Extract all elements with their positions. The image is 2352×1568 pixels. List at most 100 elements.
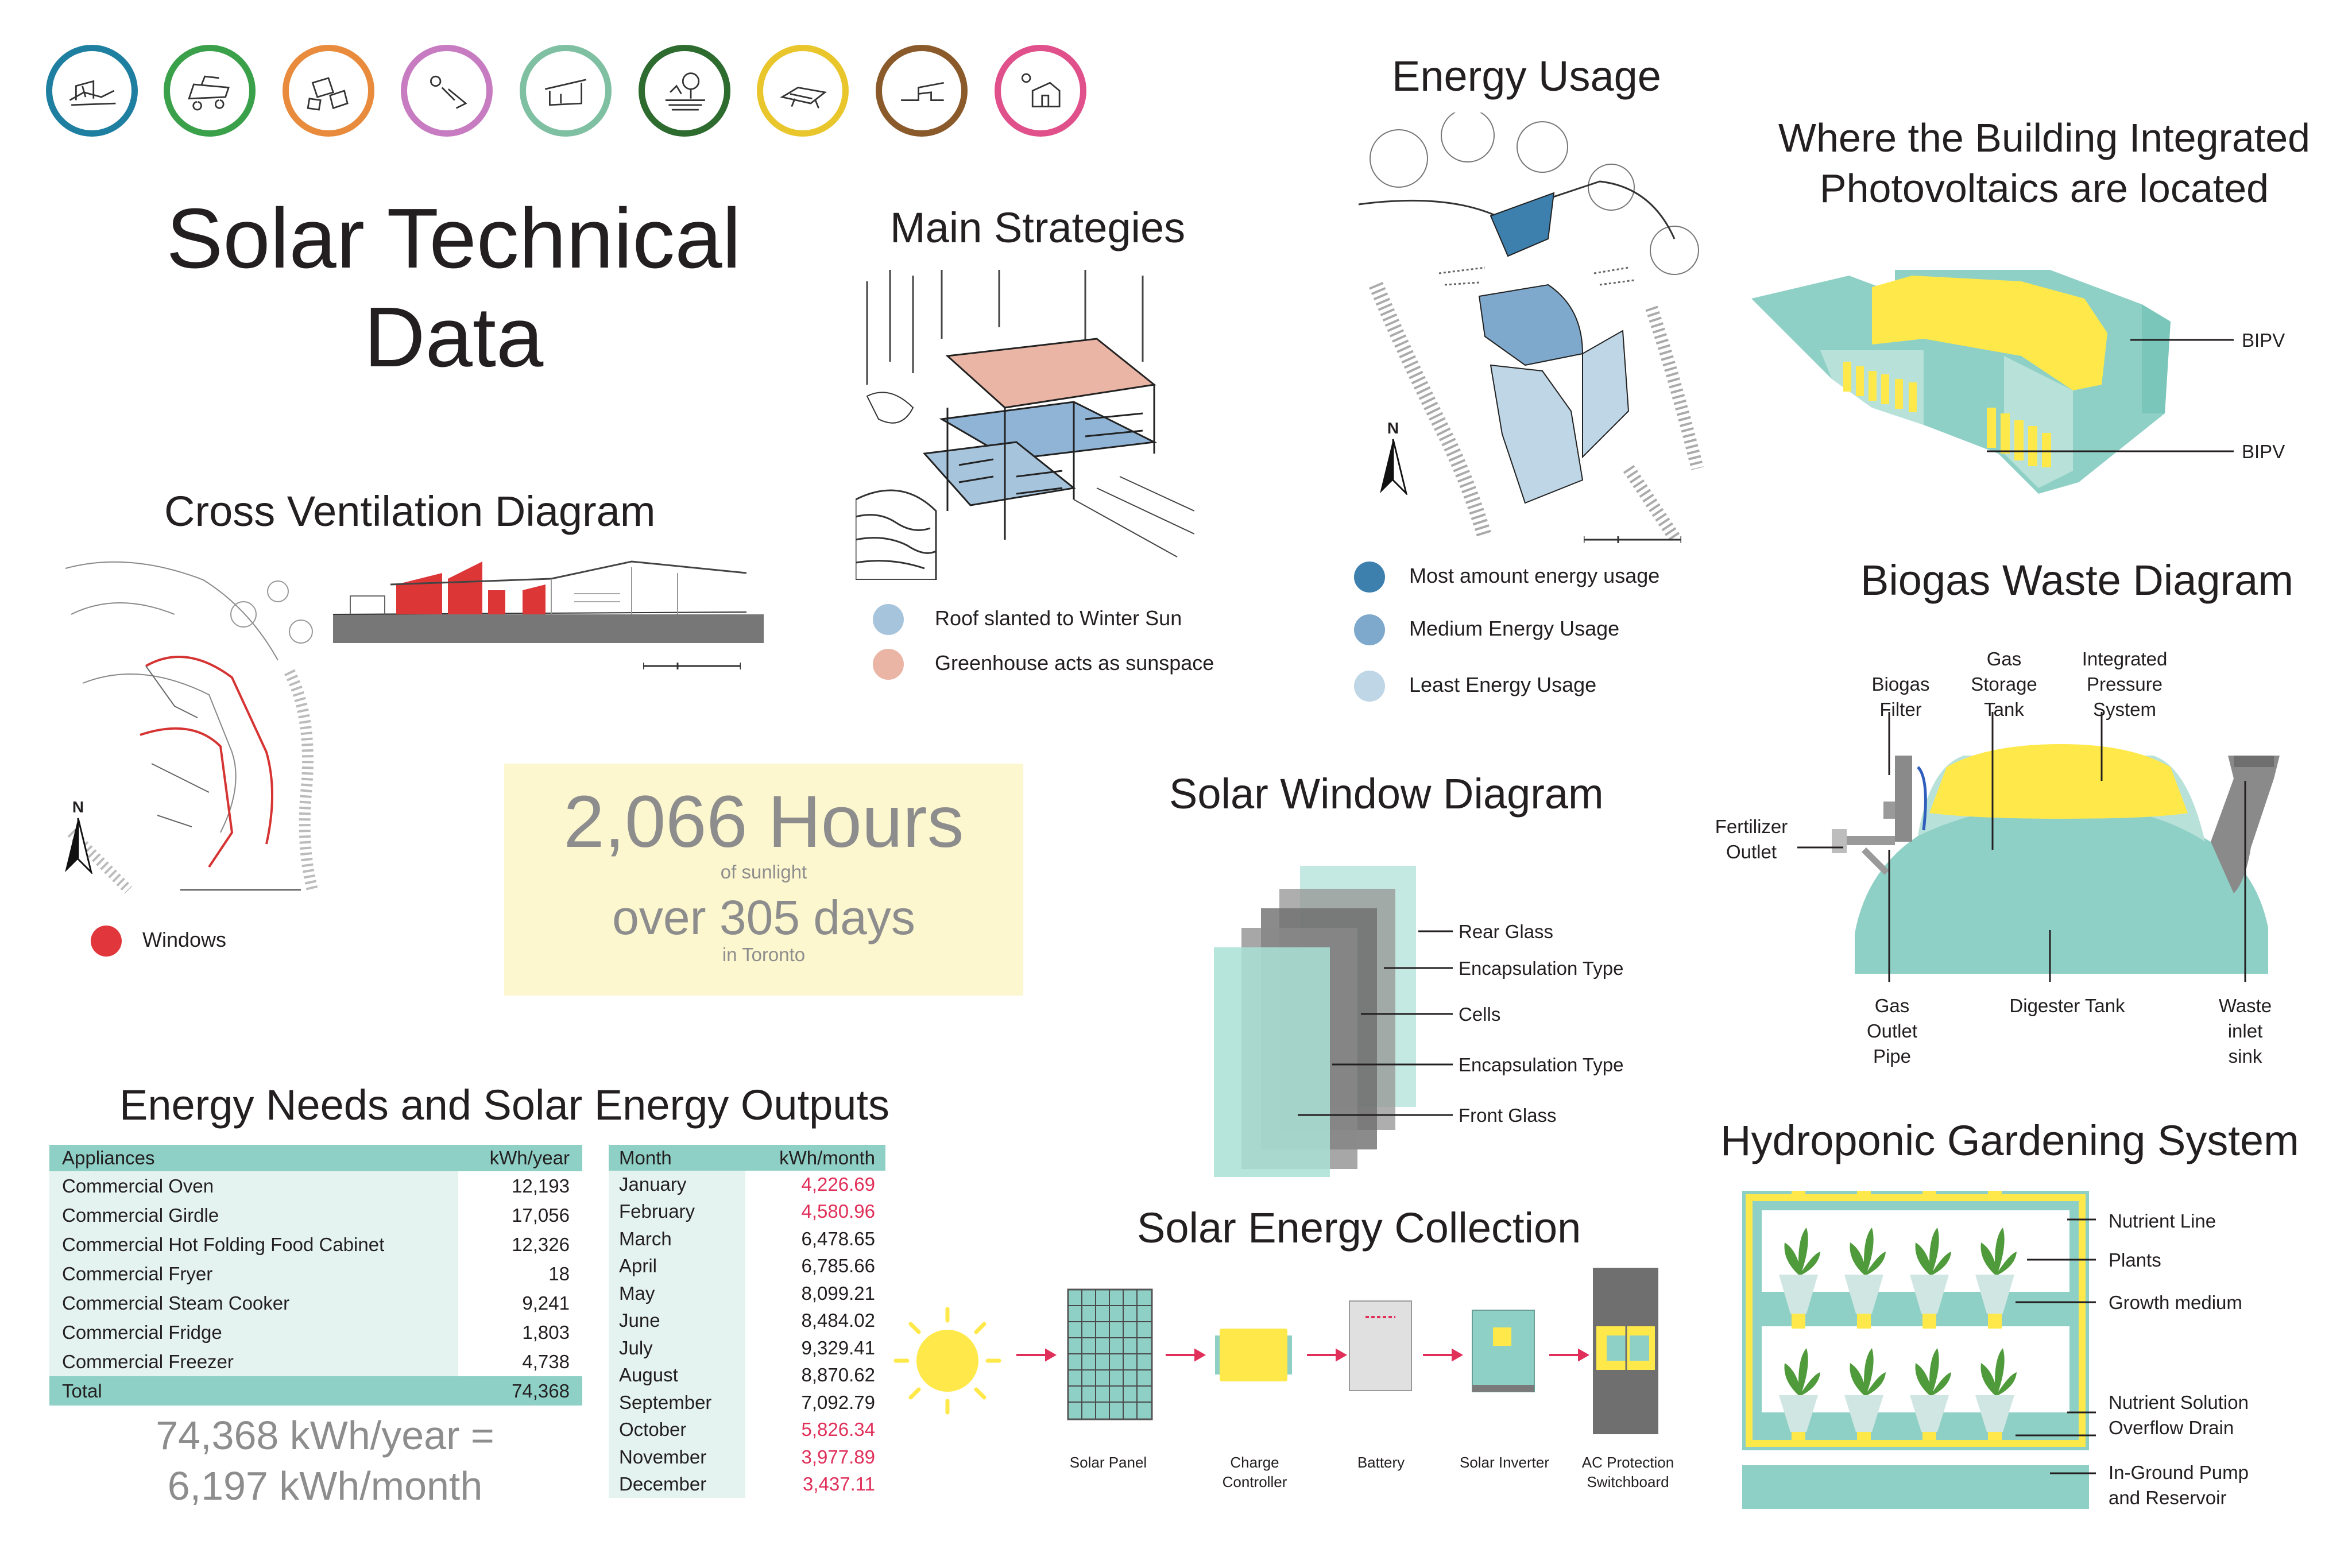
bipv-label-top: BIPV — [2242, 330, 2285, 351]
layer-rear-glass: Rear Glass — [1459, 921, 1554, 942]
gas-storage-label: Gas Storage Tank — [1971, 648, 2037, 720]
biogas-filter-label: Biogas Filter — [1871, 673, 1930, 720]
greenhouse-legend-dot — [873, 649, 904, 680]
page-title: Solar Technical Data — [161, 189, 746, 387]
month-header: Month — [609, 1145, 745, 1171]
month-value: 8,099.21 — [801, 1282, 875, 1304]
month-name: July — [609, 1334, 745, 1362]
appliance-value: 17,056 — [512, 1204, 570, 1226]
digester-tank-label: Digester Tank — [2009, 995, 2125, 1016]
month-value: 4,580.96 — [801, 1201, 875, 1222]
table-row: Commercial Girdle 17,056 — [49, 1201, 582, 1230]
appliance-name: Commercial Steam Cooker — [49, 1288, 459, 1318]
battery-label: Battery — [1357, 1454, 1405, 1471]
table-row: November 3,977.89 — [609, 1443, 885, 1471]
layer-front-glass: Front Glass — [1459, 1105, 1557, 1126]
appliance-value: 1,803 — [522, 1321, 570, 1343]
cross-ventilation-title: Cross Ventilation Diagram — [164, 487, 656, 535]
charge-controller-icon — [1215, 1327, 1292, 1383]
page-title-line2: Data — [363, 290, 544, 385]
gas-outlet-pipe-label: Gas Outlet Pipe — [1866, 995, 1918, 1067]
appliances-header-row: Appliances kWh/year — [49, 1145, 582, 1171]
bipv-title-line2: Photovoltaics are located — [1819, 166, 2269, 211]
month-name: November — [609, 1443, 745, 1471]
section-scale-bar — [642, 660, 742, 671]
table-row: February 4,580.96 — [609, 1198, 885, 1225]
month-name: April — [609, 1252, 745, 1280]
bipv-label-bottom: BIPV — [2242, 441, 2285, 462]
month-name: December — [609, 1470, 745, 1498]
main-strategies-sketch — [854, 270, 1195, 581]
least-usage-label: Least Energy Usage — [1409, 673, 1597, 696]
hydroponic-title: Hydroponic Gardening System — [1720, 1117, 2299, 1164]
charge-controller-label: Charge Controller — [1222, 1454, 1287, 1490]
table-row: March 6,478.65 — [609, 1225, 885, 1253]
reservoir-label: and Reservoir — [2109, 1487, 2227, 1508]
energy-summary: 74,368 kWh/year = 6,197 kWh/month — [49, 1410, 601, 1511]
vehicle-sketch-icon — [164, 45, 256, 137]
collection-arrows — [1016, 1348, 1590, 1362]
solar-panel-icon — [1067, 1288, 1153, 1420]
table-row: Commercial Steam Cooker 9,241 — [49, 1288, 582, 1318]
slanted-roof-icon — [520, 45, 612, 137]
appliance-name: Commercial Hot Folding Food Cabinet — [49, 1230, 459, 1259]
medium-usage-dot — [1354, 614, 1385, 645]
month-value: 6,785.66 — [801, 1255, 875, 1277]
month-value: 7,092.79 — [801, 1391, 875, 1413]
medium-usage-label: Medium Energy Usage — [1409, 617, 1620, 640]
bipv-building-diagram — [1751, 270, 2188, 511]
terrain-section-icon — [876, 45, 968, 137]
nutrient-solution-label: Nutrient Solution — [2109, 1392, 2249, 1413]
layer-encapsulation-bottom: Encapsulation Type — [1459, 1054, 1624, 1075]
solar-window-title: Solar Window Diagram — [1169, 770, 1604, 818]
windows-legend-dot — [91, 926, 122, 957]
solar-window-callout-lines — [1298, 930, 1453, 1116]
biogas-callout-lines — [1797, 712, 2246, 982]
table-row: April 6,785.66 — [609, 1252, 885, 1280]
monthly-output-table: Month kWh/month January 4,226.69 February 4… — [609, 1145, 885, 1498]
appliances-table: Appliances kWh/year Commercial Oven 12,19… — [49, 1145, 582, 1406]
table-row: Commercial Fridge 1,803 — [49, 1318, 582, 1347]
hydroponic-diagram — [1742, 1191, 2089, 1509]
month-name: June — [609, 1307, 745, 1334]
bipv-title-line1: Where the Building Integrated — [1778, 115, 2311, 160]
roof-legend-label: Roof slanted to Winter Sun — [935, 606, 1182, 630]
month-name: October — [609, 1416, 745, 1443]
appliance-name: Commercial Girdle — [49, 1201, 459, 1230]
windows-legend-label: Windows — [142, 928, 227, 951]
energy-usage-north-arrow: N — [1372, 419, 1414, 500]
most-usage-dot — [1354, 562, 1385, 593]
pump-label: In-Ground Pump — [2109, 1462, 2249, 1483]
layer-encapsulation-top: Encapsulation Type — [1459, 958, 1624, 979]
table-row: October 5,826.34 — [609, 1416, 885, 1443]
sunlight-hours-caption: of sunlight — [720, 861, 807, 882]
main-strategies-title: Main Strategies — [890, 204, 1186, 251]
least-usage-dot — [1354, 671, 1385, 702]
month-value: 5,826.34 — [801, 1419, 875, 1441]
energy-usage-scale-bar — [1583, 534, 1682, 544]
solar-window-layers — [1206, 861, 1436, 1183]
month-name: March — [609, 1225, 745, 1253]
table-row: Commercial Freezer 4,738 — [49, 1347, 582, 1376]
appliance-name: Commercial Freezer — [49, 1347, 459, 1376]
solar-inverter-label: Solar Inverter — [1459, 1454, 1550, 1471]
month-name: February — [609, 1198, 745, 1225]
fertilizer-outlet-label: Fertilizer Outlet — [1715, 816, 1788, 862]
sunlight-days: over 305 days — [612, 891, 915, 944]
roof-legend-dot — [873, 604, 904, 635]
solar-inverter-icon — [1471, 1309, 1535, 1393]
sunlight-hours: 2,066 Hours — [563, 781, 964, 863]
appliance-value: 12,326 — [512, 1233, 570, 1255]
blocks-sketch-icon — [283, 45, 374, 137]
table-row: June 8,484.02 — [609, 1307, 885, 1334]
biogas-title: Biogas Waste Diagram — [1860, 556, 2293, 604]
month-header-row: Month kWh/month — [609, 1145, 885, 1171]
kwh-year-header: kWh/year — [458, 1145, 582, 1171]
month-name: September — [609, 1389, 745, 1416]
total-value: 74,368 — [458, 1376, 582, 1406]
appliances-header: Appliances — [49, 1145, 459, 1171]
panel-sketch-icon — [757, 45, 849, 137]
plants-label: Plants — [2109, 1249, 2161, 1271]
ac-switchboard-icon — [1592, 1267, 1659, 1435]
appliance-name: Commercial Oven — [49, 1171, 459, 1201]
